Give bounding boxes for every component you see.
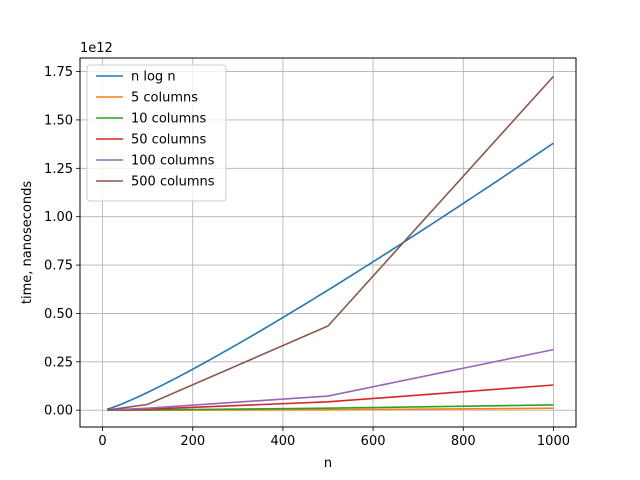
y-tick-label: 1.50 [44,113,73,128]
x-tick-label: 600 [361,434,386,449]
x-axis-ticks: 0 200 400 600 800 1000 [98,427,570,449]
legend-entry: 5 columns [131,91,198,106]
y-tick-label: 0.00 [44,404,73,419]
series-line [106,142,554,411]
y-tick-label: 0.25 [44,355,73,370]
x-tick-label: 400 [270,434,295,449]
y-tick-label: 1.75 [44,65,73,80]
y-axis-ticks: 0.00 0.25 0.50 0.75 1.00 1.25 1.50 1.75 [44,65,80,419]
x-tick-label: 200 [180,434,205,449]
legend-entry: 10 columns [131,112,207,127]
legend-entry: 100 columns [131,154,215,169]
x-tick-label: 800 [451,434,476,449]
y-tick-label: 1.25 [44,162,73,177]
y-tick-label: 0.75 [44,259,73,274]
legend-entry: n log n [131,70,176,85]
series-line [107,348,554,411]
y-tick-label: 0.50 [44,307,73,322]
x-axis-label: n [324,456,332,471]
legend-entry: 50 columns [131,133,207,148]
plot-lines [106,75,555,411]
legend-box [86,64,227,202]
y-axis-offset-text: 1e12 [80,41,113,56]
y-axis-label: time, nanoseconds [20,181,35,304]
series-line [106,75,555,411]
x-tick-label: 0 [98,434,106,449]
y-tick-label: 1.00 [44,210,73,225]
legend-entry: 500 columns [131,175,215,190]
x-tick-label: 1000 [537,434,570,449]
legend: n log n 5 columns 10 columns 50 columns 100 … [86,64,227,202]
plot-frame [79,57,577,428]
